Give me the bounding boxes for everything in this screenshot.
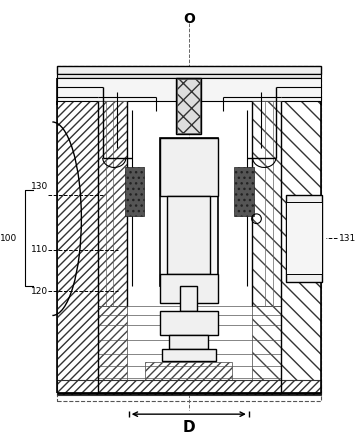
Bar [160, 139, 218, 197]
Text: 131: 131 [339, 234, 356, 242]
Bar [252, 101, 281, 306]
Bar [98, 306, 127, 381]
Bar [177, 79, 200, 133]
Text: O: O [183, 12, 195, 26]
Text: 130: 130 [31, 182, 48, 190]
Bar [57, 66, 321, 400]
Bar [281, 101, 321, 393]
Bar [57, 101, 98, 393]
Bar [125, 167, 144, 216]
Bar [176, 79, 201, 134]
Text: 100: 100 [0, 234, 18, 242]
Bar [168, 197, 210, 274]
Bar [180, 286, 197, 311]
Bar [57, 381, 321, 395]
Bar [57, 79, 321, 101]
Bar [160, 274, 218, 303]
Text: 110: 110 [31, 245, 48, 254]
Bar [98, 101, 127, 306]
Bar [162, 349, 216, 361]
Text: D: D [182, 420, 195, 435]
Bar [286, 194, 322, 281]
Bar [145, 362, 232, 381]
Bar [252, 306, 281, 381]
Bar [57, 74, 321, 79]
Text: 120: 120 [31, 287, 48, 296]
Bar [286, 202, 322, 274]
Bar [160, 311, 218, 335]
Bar [169, 335, 208, 349]
Bar [160, 139, 218, 286]
Bar [57, 66, 321, 74]
Bar [234, 167, 254, 216]
